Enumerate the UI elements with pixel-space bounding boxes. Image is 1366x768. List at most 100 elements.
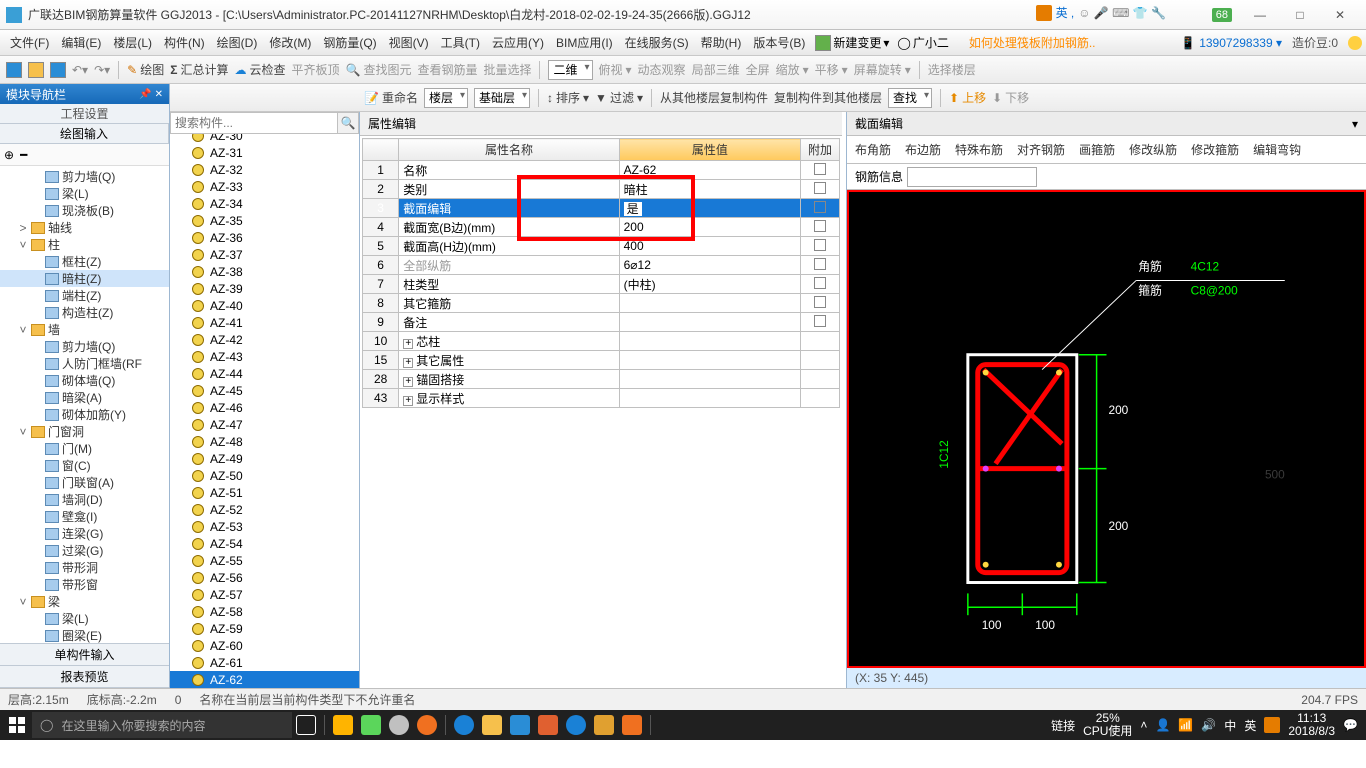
tree-node[interactable]: 带形洞 [0,559,169,576]
component-item[interactable]: AZ-30 [170,134,359,144]
menu-help[interactable]: 帮助(H) [695,34,748,51]
phone-label[interactable]: 📱 13907298339 ▾ [1181,36,1282,50]
tb2-search[interactable]: 查找 [888,88,932,108]
tree-node[interactable]: ˅柱 [0,236,169,253]
menu-floor[interactable]: 楼层(L) [107,34,158,51]
tree-node[interactable]: 门(M) [0,440,169,457]
tb2-copyfrom[interactable]: 从其他楼层复制构件 [660,89,768,106]
property-row[interactable]: 2类别暗柱 [363,180,840,199]
tray-vol-icon[interactable]: 🔊 [1201,718,1216,732]
component-item[interactable]: AZ-61 [170,654,359,671]
view-steel-button[interactable]: 查看钢筋量 [417,61,477,78]
tree-node[interactable]: 砌体加筋(Y) [0,406,169,423]
nav-tab-report[interactable]: 报表预览 [0,666,169,688]
rotate-button[interactable]: 屏幕旋转▾ [854,61,911,78]
nav-tab-project[interactable]: 工程设置 [0,104,169,124]
tab-hook[interactable]: 编辑弯钩 [1253,141,1301,158]
tb2-floor[interactable]: 楼层 [424,88,468,108]
tray-notif-icon[interactable]: 💬 [1343,718,1358,732]
task-edge[interactable] [450,710,478,740]
task-ie[interactable] [562,710,590,740]
taskbar-search[interactable]: ◯ 在这里输入你要搜索的内容 [32,712,292,738]
tree-node[interactable]: 现浇板(B) [0,202,169,219]
collapse-icon[interactable]: ━ [20,148,27,162]
tree-node[interactable]: 剪力墙(Q) [0,168,169,185]
pan-button[interactable]: 平移▾ [815,61,848,78]
property-row[interactable]: 8其它箍筋 [363,294,840,313]
tray-cpu[interactable]: 25%CPU使用 [1083,712,1132,738]
search-input[interactable] [170,112,337,134]
tree-node[interactable]: 端柱(Z) [0,287,169,304]
property-row[interactable]: 43+显示样式 [363,389,840,408]
close-button[interactable]: ✕ [1320,3,1360,27]
tray-net-icon[interactable]: 📶 [1178,718,1193,732]
tree-node[interactable]: 暗柱(Z) [0,270,169,287]
component-item[interactable]: AZ-33 [170,178,359,195]
draw-button[interactable]: ✎绘图 [127,61,164,78]
taskview-icon[interactable] [292,710,320,740]
tab-angle[interactable]: 布角筋 [855,141,891,158]
tree-node[interactable]: 剪力墙(Q) [0,338,169,355]
task-explorer[interactable] [478,710,506,740]
task-mail[interactable] [534,710,562,740]
component-item[interactable]: AZ-58 [170,603,359,620]
component-item[interactable]: AZ-38 [170,263,359,280]
minimize-button[interactable]: — [1240,3,1280,27]
tb2-up[interactable]: ⬆上移 [949,89,986,106]
menu-version[interactable]: 版本号(B) [747,34,811,51]
component-item[interactable]: AZ-56 [170,569,359,586]
tree-node[interactable]: 墙洞(D) [0,491,169,508]
component-item[interactable]: AZ-57 [170,586,359,603]
section-canvas[interactable]: 角筋 4C12 箍筋 C8@200 1C12 200 200 100 100 5… [847,190,1366,668]
tb2-copyto[interactable]: 复制构件到其他楼层 [774,89,882,106]
tree-node[interactable]: 框柱(Z) [0,253,169,270]
tab-side[interactable]: 布边筋 [905,141,941,158]
pin-icon[interactable]: 📌 ✕ [139,89,163,100]
component-item[interactable]: AZ-32 [170,161,359,178]
tree-node[interactable]: ˅梁 [0,593,169,610]
tab-special[interactable]: 特殊布筋 [955,141,1003,158]
coin-icon[interactable] [1348,36,1362,50]
menu-draw[interactable]: 绘图(D) [211,34,264,51]
tree-node[interactable]: 暗梁(A) [0,389,169,406]
tray-sogou-icon[interactable] [1264,717,1280,733]
tree-node[interactable]: 带形窗 [0,576,169,593]
tab-stirrup[interactable]: 画箍筋 [1079,141,1115,158]
tree-node[interactable]: 门联窗(A) [0,474,169,491]
component-item[interactable]: AZ-43 [170,348,359,365]
zoom-button[interactable]: 缩放▾ [776,61,809,78]
redo-icon[interactable]: ↷▾ [94,63,110,77]
property-row[interactable]: 28+锚固搭接 [363,370,840,389]
menu-view[interactable]: 视图(V) [383,34,435,51]
tree-node[interactable]: 梁(L) [0,185,169,202]
tab-mod-stir[interactable]: 修改箍筋 [1191,141,1239,158]
tree-node[interactable]: 圈梁(E) [0,627,169,643]
component-item[interactable]: AZ-40 [170,297,359,314]
tree-node[interactable]: 窗(C) [0,457,169,474]
local-button[interactable]: 局部三维 [692,61,740,78]
component-item[interactable]: AZ-52 [170,501,359,518]
task-app-4[interactable] [413,710,441,740]
property-row[interactable]: 7柱类型(中柱) [363,275,840,294]
save-icon[interactable] [50,62,66,78]
task-app-5[interactable] [590,710,618,740]
menu-edit[interactable]: 编辑(E) [55,34,107,51]
tray-ime-en[interactable]: 英 [1244,717,1256,734]
component-item[interactable]: AZ-59 [170,620,359,637]
component-item[interactable]: AZ-37 [170,246,359,263]
tree-node[interactable]: 砌体墙(Q) [0,372,169,389]
nav-tab-draw[interactable]: 绘图输入 [0,124,169,143]
task-app-1[interactable] [329,710,357,740]
ime-lang[interactable]: 英 , [1056,4,1075,21]
tb2-ren[interactable]: 📝重命名 [364,89,418,106]
property-row[interactable]: 15+其它属性 [363,351,840,370]
new-icon[interactable] [6,62,22,78]
component-item[interactable]: AZ-42 [170,331,359,348]
menu-online[interactable]: 在线服务(S) [619,34,695,51]
component-item[interactable]: AZ-31 [170,144,359,161]
menu-bim[interactable]: BIM应用(I) [550,34,619,51]
undo-icon[interactable]: ↶▾ [72,63,88,77]
component-item[interactable]: AZ-46 [170,399,359,416]
tray-ime-ch[interactable]: 中 [1224,717,1236,734]
batch-button[interactable]: 批量选择 [483,61,531,78]
